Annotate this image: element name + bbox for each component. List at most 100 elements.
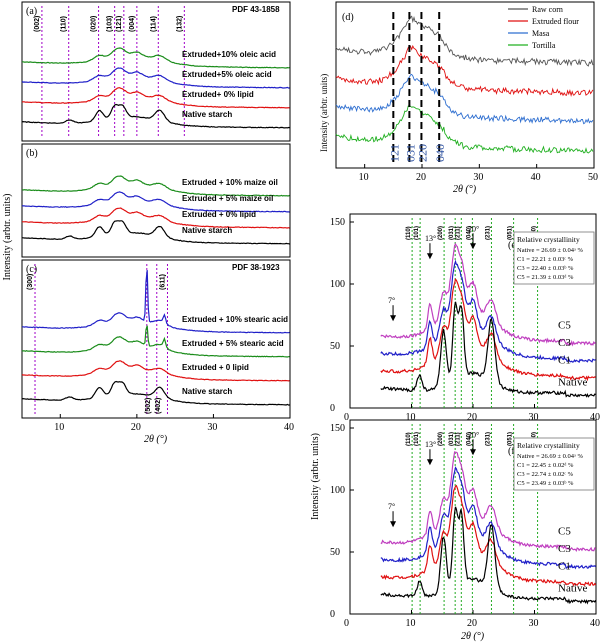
- crystallinity-entry: C3 = 22.40 ± 0.03ᵇ %: [517, 265, 574, 272]
- series-line: [380, 242, 596, 347]
- series-line: [21, 380, 290, 406]
- guide-label: (231): [485, 432, 491, 446]
- series-label: Native: [558, 583, 587, 595]
- panel-label: (f): [508, 446, 518, 457]
- series-line: [21, 175, 290, 197]
- x-tick-label: 30: [529, 618, 539, 629]
- crystallinity-entry: Native = 26.69 ± 0.04ᵃ %: [517, 453, 583, 460]
- annotation-arrow-head: [470, 449, 476, 456]
- x-tick-label: 50: [588, 172, 598, 183]
- crystallinity-entry: Native = 26.69 ± 0.04ᵃ %: [517, 247, 583, 254]
- panel-c-frame: [21, 259, 291, 419]
- guide-label: (110): [406, 432, 412, 446]
- guide-label: (051): [508, 432, 514, 446]
- crystallinity-entry: C3 = 22.74 ± 0.02ᶜ %: [517, 471, 574, 478]
- crystallinity-title: Relative crystallinity: [517, 235, 580, 244]
- legend-entry: Raw corn: [532, 5, 563, 14]
- series-line: [335, 73, 594, 125]
- y-axis-label: Intensity (arbtr. units): [319, 74, 329, 152]
- annotation-label: 13°: [425, 234, 436, 243]
- y-axis-label: Intensity (arbtr. units): [310, 433, 321, 520]
- panel-a-label: (a): [26, 6, 37, 17]
- series-label: Native starch: [182, 110, 232, 119]
- guide-label: (200): [438, 432, 444, 446]
- x-tick-label: 20: [131, 422, 141, 433]
- panel-a-frame: [21, 1, 291, 142]
- crystallinity-entry: C5 = 23.49 ± 0.03ᵇ %: [517, 480, 574, 487]
- panel-a-ref: PDF 43-1858: [232, 5, 280, 14]
- series-label: Extruded + 5% stearic acid: [182, 339, 284, 348]
- series-line: [380, 451, 597, 553]
- y-tick-label: 50: [330, 341, 340, 352]
- reflection-label: (121): [116, 16, 123, 32]
- annotation-arrow-head: [470, 243, 476, 250]
- series-label: Extruded + 0% lipid: [182, 210, 256, 219]
- series-line: [21, 220, 290, 245]
- crystallinity-box: [513, 231, 595, 285]
- crystallinity-entry: C5 = 21.39 ± 0.03ᵈ %: [517, 274, 574, 281]
- x-tick-label: 30: [529, 412, 539, 423]
- x-axis-label: 2θ (°): [144, 434, 168, 445]
- annotation-arrow-head: [426, 459, 433, 466]
- guide-label: (101): [414, 432, 420, 446]
- crystallinity-entry: C1 = 22.45 ± 0.02ᵈ %: [517, 462, 574, 469]
- y-tick-label: 150: [330, 423, 345, 434]
- reflection-label: 121: [387, 144, 401, 162]
- guide-label: (031): [449, 432, 455, 446]
- series-line: [380, 301, 596, 398]
- series-label: Native starch: [182, 387, 232, 396]
- reflection-label: (020): [91, 16, 98, 32]
- reflection-label: (611): [159, 274, 166, 290]
- panel-d-label: (d): [342, 12, 354, 23]
- x-tick-label: 20: [416, 172, 426, 183]
- series-label: C3: [558, 543, 571, 555]
- series-line: [21, 207, 290, 229]
- series-line: [21, 67, 290, 89]
- series-line: [380, 506, 597, 605]
- x-tick-label: 10: [359, 172, 369, 183]
- series-label: Extruded+5% oleic acid: [182, 70, 272, 79]
- series-label: Extruded + 10% stearic acid: [182, 315, 288, 324]
- series-line: [380, 466, 597, 570]
- annotation-label: 7°: [388, 502, 395, 511]
- x-tick-label: 40: [531, 172, 541, 183]
- series-line: [22, 270, 290, 334]
- series-label: Extruded+10% oleic acid: [182, 50, 276, 59]
- panel-b-label: (b): [26, 148, 38, 159]
- series-label: Extruded + 0 lipid: [182, 363, 249, 372]
- reflection-label: (132): [176, 16, 183, 32]
- x-axis-label: 2θ (°): [461, 631, 485, 642]
- x-tick-label: 0: [344, 412, 349, 423]
- reflection-label: (004): [129, 16, 136, 32]
- x-tick-label: 40: [590, 412, 600, 423]
- panel-d-frame: [335, 1, 595, 169]
- y-tick-label: 50: [330, 547, 340, 558]
- series-line: [21, 103, 290, 129]
- reflection-label: (114): [150, 16, 157, 32]
- panel-c-label: (c): [26, 264, 37, 275]
- x-tick-label: 40: [284, 422, 294, 433]
- crystallinity-entry: C1 = 22.21 ± 0.03ᶜ %: [517, 256, 574, 263]
- legend-entry: Tortilla: [532, 41, 556, 50]
- annotation-label: 20°: [468, 430, 479, 439]
- panel-c-ref: PDF 38-1923: [232, 263, 280, 272]
- panel-b-frame: [21, 143, 291, 258]
- annotation-arrow-head: [390, 315, 397, 322]
- legend-entry: Masa: [532, 29, 550, 38]
- y-tick-label: 100: [330, 279, 345, 290]
- y-tick-label: 0: [330, 403, 335, 414]
- series-line: [335, 44, 594, 97]
- series-line: [22, 47, 290, 69]
- y-tick-label: 0: [330, 609, 335, 620]
- annotation-label: 7°: [388, 296, 395, 305]
- series-label: C5: [558, 526, 571, 538]
- series-label: Extruded + 10% maize oil: [182, 178, 278, 187]
- series-line: [21, 325, 290, 358]
- guide-label: (200): [438, 226, 444, 240]
- y-tick-label: 150: [330, 217, 345, 228]
- annotation-arrow-head: [426, 253, 433, 260]
- annotation-label: 20°: [468, 224, 479, 233]
- series-line: [335, 15, 594, 67]
- guide-label: (040): [466, 432, 472, 446]
- series-label: Native: [558, 377, 587, 389]
